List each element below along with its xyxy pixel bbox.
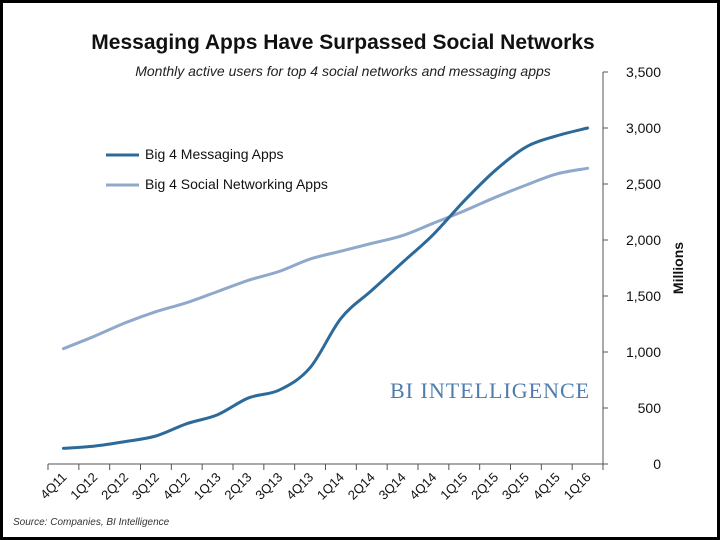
x-tick-label: 3Q14	[376, 470, 409, 503]
x-tick-label: 2Q13	[221, 470, 254, 503]
x-tick-label: 3Q12	[129, 470, 162, 503]
y-axis-title: Millions	[670, 242, 686, 294]
y-tick-label: 3,500	[626, 64, 661, 80]
chart-title: Messaging Apps Have Surpassed Social Net…	[91, 31, 595, 54]
x-tick-label: 1Q15	[437, 470, 470, 503]
y-tick-label: 500	[638, 400, 662, 416]
x-tick-label: 2Q15	[468, 470, 501, 503]
y-tick-label: 2,000	[626, 232, 661, 248]
y-tick-label: 3,000	[626, 120, 661, 136]
y-tick-label: 1,500	[626, 288, 661, 304]
x-tick-label: 4Q15	[530, 470, 563, 503]
x-tick-label: 4Q14	[406, 470, 439, 503]
source-note: Source: Companies, BI Intelligence	[13, 517, 170, 528]
x-tick-label: 3Q13	[252, 470, 285, 503]
x-tick-label: 3Q15	[499, 470, 532, 503]
social-networking-apps-line	[61, 166, 590, 351]
legend-label-messaging: Big 4 Messaging Apps	[145, 146, 284, 162]
legend-label-social: Big 4 Social Networking Apps	[145, 176, 328, 192]
bi-intelligence-watermark: BI INTELLIGENCE	[390, 378, 591, 403]
x-tick-label: 2Q14	[345, 470, 378, 503]
line-chart-plot: 4Q111Q122Q123Q124Q121Q132Q133Q134Q131Q14…	[37, 64, 686, 503]
x-tick-label: 2Q12	[98, 470, 131, 503]
x-tick-label: 4Q11	[37, 470, 69, 502]
y-tick-label: 0	[653, 456, 661, 472]
chart-subtitle: Monthly active users for top 4 social ne…	[135, 63, 551, 79]
messaging-apps-line	[61, 126, 590, 450]
x-tick-label: 1Q13	[191, 470, 224, 503]
x-tick-label: 4Q13	[283, 470, 316, 503]
x-tick-label: 4Q12	[160, 470, 193, 503]
y-tick-label: 2,500	[626, 176, 661, 192]
y-tick-label: 1,000	[626, 344, 661, 360]
x-tick-label: 1Q16	[561, 470, 594, 503]
x-tick-label: 1Q14	[314, 470, 347, 503]
x-tick-label: 1Q12	[67, 470, 100, 503]
